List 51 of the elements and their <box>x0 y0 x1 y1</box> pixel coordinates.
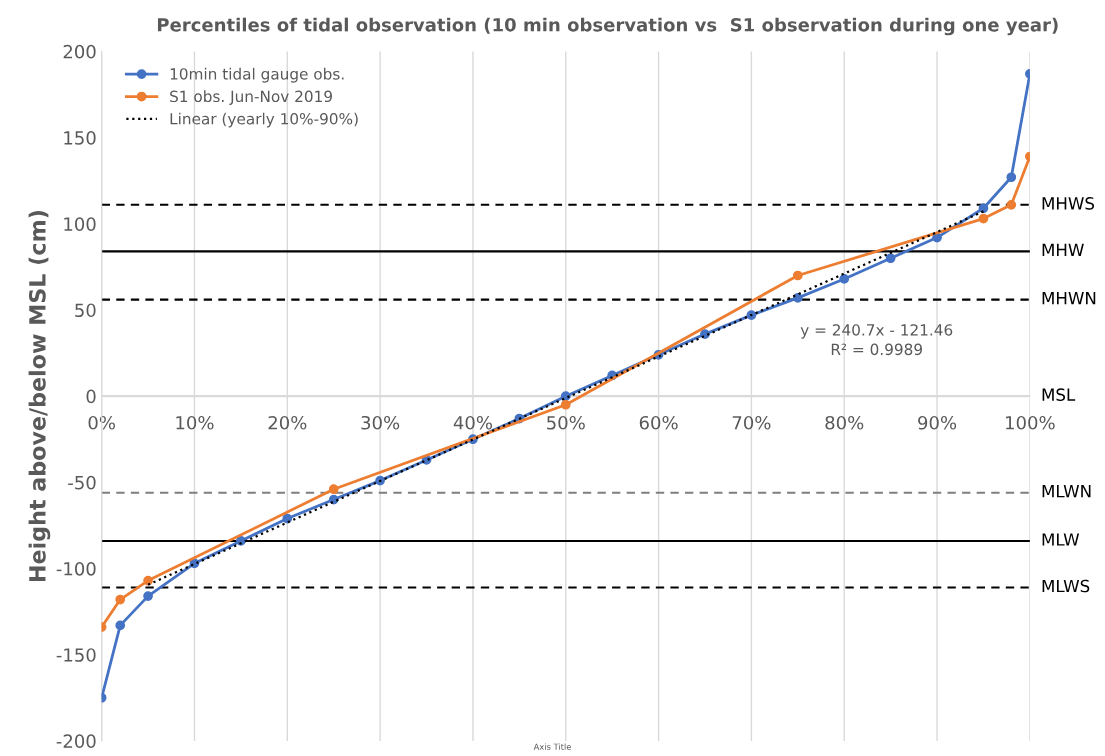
point <box>839 274 850 284</box>
x-tick-label: 90% <box>918 415 957 430</box>
point <box>115 620 126 631</box>
chart-title: Percentiles of tidal observation (10 min observation vs S1 observation during one year) <box>157 17 1058 36</box>
y-tick-label: 50 <box>75 303 96 318</box>
legend-label: Linear (yearly 10%-90%) <box>170 112 358 128</box>
ref-line-label: MLW <box>1042 533 1080 546</box>
ref-line-label: MLWN <box>1042 485 1091 498</box>
legend-label: 10min tidal gauge obs. <box>170 67 344 83</box>
ref-line-label: MHWN <box>1042 292 1096 305</box>
point <box>143 591 153 601</box>
x-tick-label: 0% <box>88 415 115 430</box>
y-tick-label: 0 <box>86 389 96 404</box>
point <box>885 253 896 264</box>
point <box>560 399 571 410</box>
point <box>978 203 989 214</box>
point <box>746 310 757 320</box>
x-tick-label: 80% <box>825 415 864 430</box>
y-tick-label: -150 <box>56 648 96 662</box>
legend-label: S1 obs. Jun-Nov 2019 <box>170 90 332 105</box>
x-tick-label: 40% <box>453 415 493 430</box>
point <box>792 293 803 303</box>
x-tick-label: 70% <box>732 415 771 430</box>
point <box>328 484 339 495</box>
y-tick-label: 100 <box>64 217 96 231</box>
x-tick-label: 20% <box>268 415 307 430</box>
point <box>375 475 385 486</box>
x-tick-label: 60% <box>639 415 678 430</box>
y-tick-label: -50 <box>68 475 96 490</box>
x-axis-title: Axis Title <box>533 743 571 750</box>
point <box>115 594 126 605</box>
x-tick-label: 50% <box>547 415 585 430</box>
ref-line-label: MHW <box>1042 243 1084 256</box>
ref-line-label: MLWS <box>1042 579 1090 593</box>
point <box>143 575 153 586</box>
y-tick-label: -200 <box>56 734 96 748</box>
y-axis-title: Height above/below MSL (cm) <box>28 211 51 582</box>
ref-line-label: MSL <box>1042 388 1076 401</box>
y-tick-label: 150 <box>64 131 96 145</box>
point <box>1006 199 1017 210</box>
annotation: y = 240.7x - 121.46 R² = 0.9989 <box>800 324 953 356</box>
x-tick-label: 30% <box>361 415 400 430</box>
point <box>978 213 989 224</box>
ref-line-label: MHWS <box>1042 197 1095 210</box>
point <box>792 270 803 281</box>
point <box>1006 172 1017 183</box>
x-tick-label: 100% <box>1006 415 1055 430</box>
point <box>700 329 710 339</box>
y-tick-label: -100 <box>56 561 96 576</box>
y-tick-label: 200 <box>63 44 96 59</box>
x-tick-label: 10% <box>176 415 214 430</box>
